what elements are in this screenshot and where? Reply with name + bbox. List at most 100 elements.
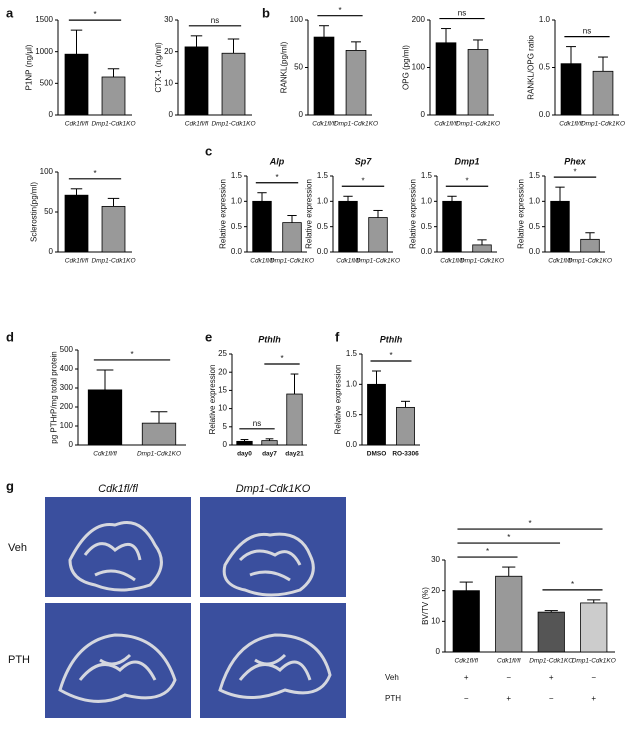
y-tick-label: 1.5	[317, 171, 329, 180]
bar	[101, 76, 126, 116]
bone-structure	[68, 521, 163, 592]
significance-label: *	[528, 519, 531, 528]
y-tick-label: 1500	[35, 15, 53, 24]
y-tick-label: 0	[436, 647, 441, 656]
chart-title: Phex	[564, 156, 587, 166]
y-tick-label: 0	[49, 247, 54, 256]
x-tick-label: Dmp1-Cdk1KO	[456, 121, 500, 128]
x-tick-label: DMSO	[367, 451, 387, 458]
bar	[184, 46, 209, 116]
y-axis-label: Relative expression	[304, 179, 313, 249]
x-tick-label: Dmp1-Cdk1KO	[334, 121, 378, 128]
x-tick-label: Dmp1-Cdk1KO	[211, 121, 255, 128]
panel-label: c	[205, 143, 212, 158]
microct-image	[45, 603, 191, 718]
y-tick-label: 0.5	[231, 222, 243, 231]
bar	[396, 406, 415, 446]
significance-label: *	[130, 350, 133, 359]
bar	[537, 611, 565, 653]
chart-title: Dmp1	[454, 156, 479, 166]
y-tick-label: 10	[164, 78, 173, 87]
y-tick-label: 1.0	[529, 196, 541, 205]
y-tick-label: 1000	[35, 47, 53, 56]
bar	[367, 383, 386, 446]
x-tick-label: Cdk1fl/fl	[250, 258, 274, 265]
y-tick-label: 100	[412, 63, 426, 72]
y-tick-label: 100	[40, 167, 54, 176]
treatment-mark: +	[591, 694, 596, 703]
y-tick-label: 20	[218, 367, 227, 376]
y-tick-label: 1.5	[529, 171, 541, 180]
y-tick-label: 0.0	[539, 110, 551, 119]
y-tick-label: 0.5	[539, 63, 551, 72]
microct-image	[200, 603, 346, 718]
x-tick-label: day7	[262, 451, 277, 458]
y-tick-label: 1.0	[421, 196, 433, 205]
chart-title: Pthlh	[380, 334, 403, 344]
bar	[236, 440, 253, 446]
bone-structure	[58, 633, 177, 703]
significance-label: *	[571, 580, 574, 589]
y-tick-label: 0.5	[421, 222, 433, 231]
panel-label: d	[6, 329, 14, 344]
x-tick-label: RO-3306	[392, 451, 419, 458]
significance-label: ns	[211, 16, 219, 25]
significance-label: *	[275, 173, 278, 182]
y-tick-label: 0	[421, 110, 426, 119]
panel-label: e	[205, 329, 212, 344]
y-tick-label: 50	[44, 207, 53, 216]
y-tick-label: 30	[164, 15, 173, 24]
significance-label: *	[507, 533, 510, 542]
x-tick-label: Dmp1-Cdk1KO	[356, 258, 400, 265]
y-tick-label: 100	[60, 421, 74, 430]
y-tick-label: 1.5	[421, 171, 433, 180]
y-tick-label: 0.0	[529, 247, 541, 256]
y-axis-label: CTX-1 (ng/ml)	[154, 42, 163, 93]
y-axis-label: OPG (pg/ml)	[401, 45, 410, 90]
panel-label: a	[6, 5, 14, 20]
bar	[87, 389, 123, 446]
x-tick-label: Dmp1-Cdk1KO	[91, 258, 135, 265]
bar	[252, 200, 272, 253]
bar	[452, 590, 480, 653]
y-tick-label: 200	[60, 402, 74, 411]
y-tick-label: 0.0	[231, 247, 243, 256]
y-tick-label: 1.0	[539, 15, 551, 24]
x-tick-label: Cdk1fl/fl	[336, 258, 360, 265]
y-tick-label: 100	[290, 15, 304, 24]
y-tick-label: 0.0	[421, 247, 433, 256]
microct-image	[200, 497, 346, 597]
y-tick-label: 0.0	[346, 440, 358, 449]
y-tick-label: 0	[49, 110, 54, 119]
x-tick-label: Dmp1-Cdk1KO	[91, 121, 135, 128]
y-tick-label: 0	[299, 110, 304, 119]
y-tick-label: 500	[40, 78, 54, 87]
y-tick-label: 0.5	[529, 222, 541, 231]
y-tick-label: 0.0	[317, 247, 329, 256]
significance-label: *	[338, 6, 341, 15]
panel-label: b	[262, 5, 270, 20]
bar	[495, 575, 523, 653]
x-tick-label: Dmp1-Cdk1KO	[137, 451, 181, 458]
y-tick-label: 20	[164, 47, 173, 56]
y-axis-label: Relative expression	[208, 365, 217, 435]
y-tick-label: 200	[412, 15, 426, 24]
bar	[282, 222, 302, 253]
y-axis-label: RANKL/OPG ratio	[526, 35, 535, 100]
x-tick-label: Cdk1fl/fl	[497, 658, 521, 665]
treatment-mark: −	[464, 694, 469, 703]
image-column-label: Cdk1fl/fl	[98, 483, 138, 495]
bar	[345, 50, 367, 116]
significance-label: *	[389, 351, 392, 360]
bar	[261, 440, 278, 446]
bar	[442, 200, 462, 253]
y-tick-label: 20	[431, 586, 440, 595]
bone-structure	[218, 633, 332, 699]
treatment-mark: +	[506, 694, 511, 703]
chart-title: Pthlh	[258, 334, 281, 344]
significance-label: ns	[583, 27, 591, 36]
treatment-mark: −	[506, 673, 511, 682]
chart-title: Alp	[269, 156, 285, 166]
y-axis-label: Relative expression	[408, 179, 417, 249]
y-tick-label: 0	[223, 440, 228, 449]
